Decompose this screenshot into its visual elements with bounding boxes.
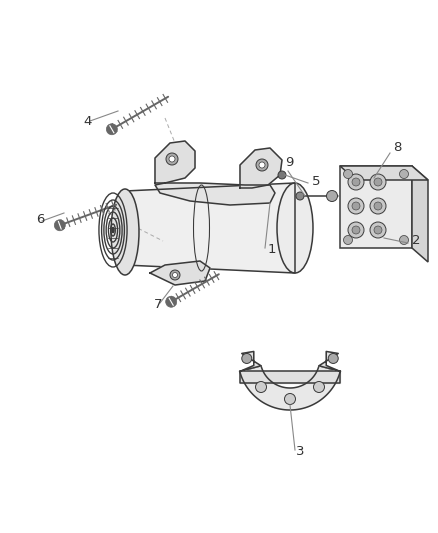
Circle shape (352, 226, 360, 234)
Text: 8: 8 (393, 141, 401, 154)
Circle shape (370, 174, 386, 190)
Circle shape (326, 190, 338, 201)
Circle shape (256, 159, 268, 171)
Circle shape (296, 192, 304, 200)
Circle shape (54, 220, 65, 231)
Circle shape (242, 353, 252, 364)
Circle shape (343, 236, 353, 245)
Circle shape (374, 202, 382, 210)
Polygon shape (240, 148, 282, 188)
Circle shape (255, 382, 266, 392)
Circle shape (166, 296, 177, 307)
Polygon shape (340, 166, 428, 180)
Text: 1: 1 (268, 243, 276, 256)
Polygon shape (155, 183, 275, 205)
Circle shape (278, 171, 286, 179)
Circle shape (399, 169, 409, 179)
Polygon shape (340, 166, 412, 248)
Polygon shape (240, 366, 340, 410)
Circle shape (348, 198, 364, 214)
Circle shape (173, 272, 177, 278)
Circle shape (352, 202, 360, 210)
Ellipse shape (112, 228, 114, 232)
Ellipse shape (277, 183, 313, 273)
Polygon shape (240, 372, 340, 383)
Circle shape (343, 169, 353, 179)
Text: 4: 4 (83, 115, 92, 128)
Circle shape (285, 393, 296, 405)
Circle shape (314, 382, 325, 392)
Text: 7: 7 (154, 298, 162, 311)
Polygon shape (155, 141, 195, 183)
Polygon shape (150, 261, 210, 285)
Circle shape (370, 222, 386, 238)
Circle shape (259, 162, 265, 168)
Circle shape (170, 270, 180, 280)
Circle shape (374, 178, 382, 186)
Circle shape (166, 153, 178, 165)
Circle shape (328, 353, 338, 364)
Circle shape (352, 178, 360, 186)
Text: 5: 5 (312, 175, 321, 188)
Circle shape (348, 222, 364, 238)
Polygon shape (125, 183, 295, 273)
Polygon shape (412, 166, 428, 262)
Circle shape (169, 156, 175, 162)
Circle shape (399, 236, 409, 245)
Polygon shape (319, 351, 340, 372)
Polygon shape (240, 351, 261, 372)
Text: 2: 2 (412, 234, 420, 247)
Ellipse shape (111, 189, 139, 275)
Circle shape (348, 174, 364, 190)
Text: 3: 3 (296, 445, 304, 458)
Text: 9: 9 (285, 156, 293, 169)
Circle shape (106, 124, 117, 135)
Circle shape (374, 226, 382, 234)
Circle shape (370, 198, 386, 214)
Text: 6: 6 (36, 213, 44, 226)
